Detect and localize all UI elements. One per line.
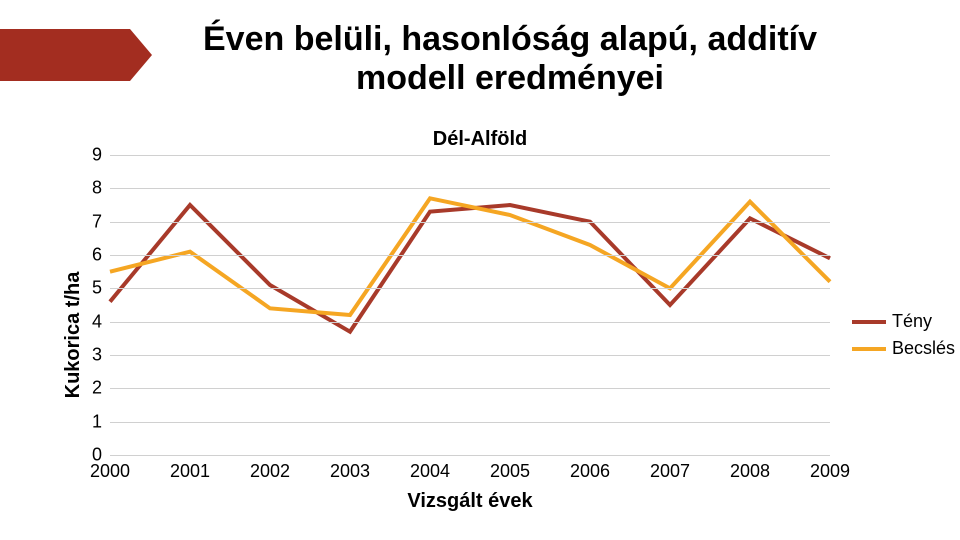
x-tick-label: 2002: [250, 461, 290, 482]
gridline: [110, 422, 830, 423]
chart-lines: [110, 155, 830, 455]
x-tick-label: 2000: [90, 461, 130, 482]
x-tick-label: 2003: [330, 461, 370, 482]
slide-title: Éven belüli, hasonlóság alapú, additív m…: [190, 20, 830, 98]
y-tick-label: 2: [92, 378, 102, 399]
gridline: [110, 155, 830, 156]
chart-container: Kukorica t/ha 01234567892000200120022003…: [30, 155, 930, 515]
gridline: [110, 322, 830, 323]
y-tick-label: 7: [92, 211, 102, 232]
accent-bar: [0, 29, 130, 81]
plot-area: 0123456789200020012002200320042005200620…: [110, 155, 830, 455]
slide-root: Éven belüli, hasonlóság alapú, additív m…: [0, 0, 960, 540]
gridline: [110, 222, 830, 223]
y-tick-label: 6: [92, 245, 102, 266]
y-tick-label: 5: [92, 278, 102, 299]
y-tick-label: 1: [92, 411, 102, 432]
x-tick-label: 2007: [650, 461, 690, 482]
gridline: [110, 255, 830, 256]
gridline: [110, 388, 830, 389]
y-tick-label: 4: [92, 311, 102, 332]
gridline: [110, 355, 830, 356]
x-tick-label: 2005: [490, 461, 530, 482]
y-tick-label: 3: [92, 345, 102, 366]
x-tick-label: 2001: [170, 461, 210, 482]
y-tick-label: 9: [92, 145, 102, 166]
x-tick-label: 2008: [730, 461, 770, 482]
series-line: [110, 205, 830, 332]
x-tick-label: 2006: [570, 461, 610, 482]
legend: Tény Becslés: [852, 305, 955, 365]
x-tick-label: 2009: [810, 461, 850, 482]
y-axis-label: Kukorica t/ha: [62, 272, 85, 399]
legend-label: Tény: [892, 311, 932, 332]
series-line: [110, 198, 830, 315]
gridline: [110, 188, 830, 189]
gridline: [110, 455, 830, 456]
legend-swatch: [852, 347, 886, 351]
y-tick-label: 8: [92, 178, 102, 199]
gridline: [110, 288, 830, 289]
x-tick-label: 2004: [410, 461, 450, 482]
x-axis-label: Vizsgált évek: [110, 490, 830, 513]
legend-item: Becslés: [852, 338, 955, 359]
legend-swatch: [852, 320, 886, 324]
legend-label: Becslés: [892, 338, 955, 359]
chart-subtitle: Dél-Alföld: [0, 128, 960, 151]
accent-arrow: [130, 29, 152, 81]
legend-item: Tény: [852, 311, 955, 332]
